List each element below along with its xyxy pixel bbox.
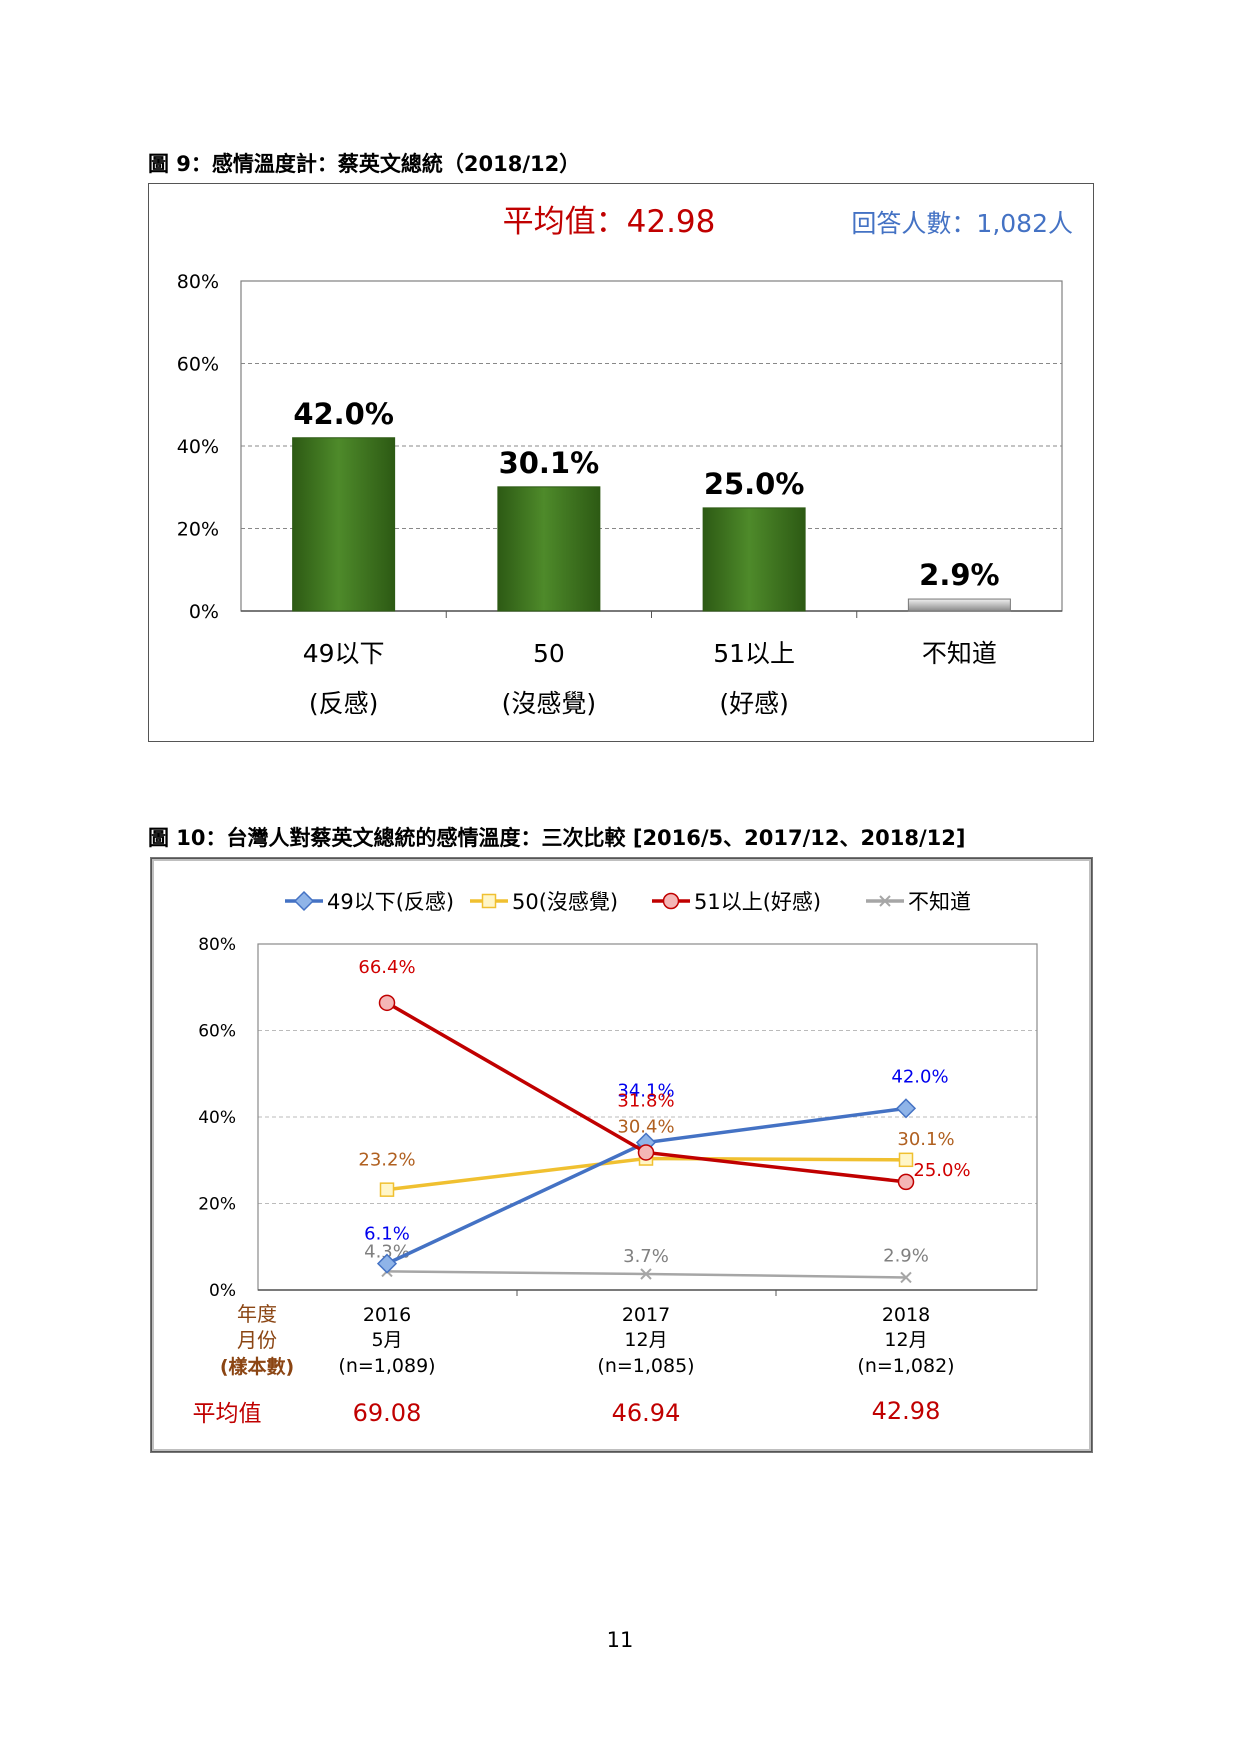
data-label: 34.1%: [617, 1081, 674, 1102]
row-label-year: 年度: [237, 1302, 277, 1326]
figure9-mean-label: 平均值：42.98: [503, 204, 716, 240]
series-2: 66.4% 31.8% 25.0%: [358, 957, 971, 1191]
data-point: [897, 1173, 915, 1191]
bar-value-label: 2.9%: [919, 558, 999, 592]
y-tick-label: 20%: [177, 519, 219, 541]
data-label: 23.2%: [358, 1150, 415, 1171]
data-label: 2.9%: [883, 1245, 929, 1266]
column-month: 5月: [371, 1329, 402, 1351]
column-month: 12月: [624, 1329, 667, 1351]
figure10-line-chart: 0%20%40%60%80%4.3% 3.7% 2.9%23.2%30.4%30.1…: [193, 890, 1038, 1427]
legend-item: 49以下(反感): [285, 890, 454, 914]
figure9-frame: 平均值：42.98 回答人數：1,082人 0% 20% 40% 60% 80% 42.0% 4…: [148, 183, 1094, 742]
y-tick-label: 60%: [177, 354, 219, 376]
x-category-label: 51以上: [713, 639, 795, 668]
y-tick-label: 0%: [209, 1281, 236, 1301]
x-category-label: 50: [533, 639, 565, 668]
row-label-month: 月份: [237, 1328, 277, 1352]
legend-label: 50(沒感覺): [512, 890, 618, 914]
y-tick-label: 80%: [198, 935, 236, 955]
column-month: 12月: [884, 1329, 927, 1351]
data-point: [895, 1098, 917, 1119]
data-point: [640, 1268, 652, 1280]
series-1: 23.2% 30.4% 30.1%: [358, 1117, 955, 1197]
figure10-frame: 0% 20% 40% 60% 80% 4.3% 3.7% 2.9% 23.2% 30.4% 30.1…: [151, 858, 1092, 1452]
data-label: 31.8%: [617, 1090, 674, 1111]
x-category-label: 不知道: [922, 639, 997, 668]
figure9-respondents-label: 回答人數：1,082人: [851, 209, 1073, 238]
column-sample-size: (n=1,085): [597, 1355, 694, 1377]
data-label: 30.4%: [617, 1117, 674, 1138]
series-0: 6.1% 34.1% 42.0%: [364, 1066, 949, 1274]
data-point: [293, 890, 315, 912]
mean-row-label: 平均值: [193, 1401, 262, 1427]
row-label-sample: (樣本數): [220, 1355, 294, 1378]
x-category-sublabel: (反感): [309, 689, 379, 718]
data-point: [379, 1182, 395, 1197]
legend-item: 51以上(好感): [652, 890, 821, 914]
y-tick-label: 20%: [198, 1195, 236, 1215]
data-point: [376, 1253, 398, 1274]
data-label: 30.1%: [897, 1129, 954, 1150]
data-point: [481, 893, 497, 909]
bar-value-label: 42.0%: [293, 397, 394, 431]
column-sample-size: (n=1,089): [338, 1355, 435, 1377]
y-tick-label: 80%: [177, 271, 219, 293]
column-mean-value: 69.08: [353, 1399, 422, 1427]
y-tick-label: 0%: [189, 601, 219, 623]
data-label: 6.1%: [364, 1224, 410, 1245]
data-point: [898, 1152, 914, 1168]
figure10-title: 圖 10：台灣人對蔡英文總統的感情溫度：三次比較 [2016/5、2017/12…: [148, 826, 966, 850]
legend-item: 不知道: [866, 890, 971, 914]
data-label: 25.0%: [913, 1160, 970, 1181]
figure9-title: 圖 9：感情溫度計：蔡英文總統（2018/12）: [148, 152, 581, 176]
x-category-sublabel: (好感): [719, 689, 789, 718]
legend-item: 50(沒感覺): [470, 890, 618, 914]
data-label: 66.4%: [358, 957, 415, 978]
page-number: 11: [606, 1628, 634, 1652]
legend-label: 49以下(反感): [327, 890, 454, 914]
figure9-bar-chart: 平均值：42.98 回答人數：1,082人 0% 20% 40% 60% 80% 42.0% 4…: [177, 204, 1073, 718]
column-mean-value: 42.98: [872, 1397, 941, 1425]
legend-label: 51以上(好感): [694, 890, 821, 914]
column-year: 2018: [882, 1304, 930, 1326]
data-label: 3.7%: [623, 1246, 669, 1267]
column-sample-size: (n=1,082): [857, 1355, 954, 1377]
bar: [292, 437, 396, 612]
series-3: 4.3% 3.7% 2.9%: [364, 1241, 929, 1284]
legend-label: 不知道: [908, 890, 971, 914]
y-tick-label: 40%: [198, 1108, 236, 1128]
x-category-label: 49以下: [303, 639, 385, 668]
bar-value-label: 30.1%: [499, 446, 600, 480]
column-mean-value: 46.94: [612, 1399, 681, 1427]
bar: [907, 598, 1011, 612]
data-point: [637, 1144, 655, 1161]
data-label: 42.0%: [891, 1066, 948, 1087]
data-point: [662, 892, 680, 910]
column-year: 2017: [622, 1304, 670, 1326]
data-point: [900, 1271, 912, 1284]
bar-value-label: 25.0%: [704, 467, 805, 501]
bar: [497, 486, 601, 612]
x-category-sublabel: (沒感覺): [502, 689, 597, 718]
y-tick-label: 40%: [177, 436, 219, 458]
data-point: [378, 994, 396, 1012]
data-point: [879, 895, 891, 907]
y-tick-label: 60%: [198, 1022, 236, 1042]
column-year: 2016: [363, 1304, 411, 1326]
bar: [702, 507, 806, 612]
